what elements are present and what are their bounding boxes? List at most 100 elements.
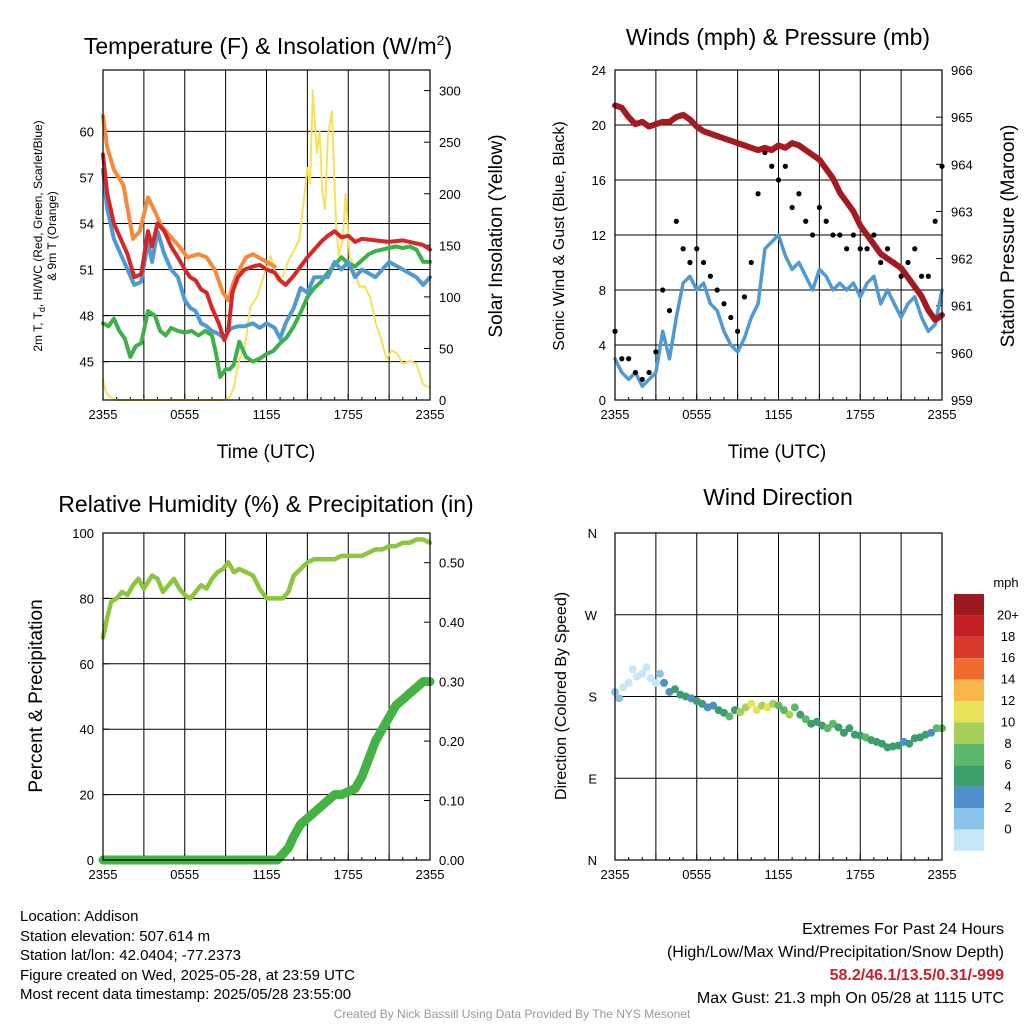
gust-point bbox=[755, 191, 761, 197]
wind-title: Winds (mph) & Pressure (mb) bbox=[626, 24, 930, 50]
temp-ylabel-2: & 9m T (Orange) bbox=[45, 191, 59, 281]
direction-point bbox=[747, 699, 756, 708]
gust-point bbox=[789, 204, 795, 211]
wind-y2tick-label: 963 bbox=[951, 204, 973, 219]
wind-y2tick-label: 962 bbox=[951, 252, 973, 267]
wind-ytick-label: 0 bbox=[599, 393, 606, 408]
gust-point bbox=[741, 294, 748, 300]
dir-xtick-label: 1755 bbox=[846, 867, 875, 882]
direction-point bbox=[839, 728, 848, 737]
wind-ytick-label: 20 bbox=[592, 118, 606, 133]
gust-point bbox=[844, 246, 850, 252]
direction-point bbox=[642, 663, 651, 672]
gust-point bbox=[666, 308, 673, 314]
direction-point bbox=[845, 724, 854, 733]
colorbar-unit: mph bbox=[993, 575, 1018, 590]
gust-point bbox=[707, 273, 713, 279]
gust-point bbox=[837, 232, 843, 238]
temp-series-line bbox=[102, 89, 431, 401]
temp-xtick-label: 0555 bbox=[170, 407, 199, 422]
dir-border bbox=[614, 532, 943, 861]
direction-point bbox=[619, 683, 628, 692]
gust-point bbox=[864, 246, 870, 252]
wind-xtick-label: 2355 bbox=[601, 407, 630, 422]
direction-point bbox=[905, 739, 914, 748]
gust-point bbox=[871, 232, 877, 238]
rh-panel: 2355 0555 1155 1755 23550204060801000.000.10… bbox=[72, 526, 464, 882]
extremes-values: 58.2/46.1/13.5/0.31/-999 bbox=[829, 967, 1004, 984]
gust-point bbox=[728, 314, 734, 321]
gust-point bbox=[714, 287, 720, 293]
colorbar-swatch bbox=[954, 658, 984, 680]
temp-ytick-label: 45 bbox=[80, 355, 94, 370]
wind-xtick-label: 2355 bbox=[928, 407, 957, 422]
colorbar-swatch bbox=[954, 829, 984, 851]
direction-point bbox=[790, 703, 799, 712]
temp-y2tick-label: 50 bbox=[439, 341, 453, 356]
direction-point bbox=[628, 665, 637, 674]
gust-point bbox=[925, 273, 931, 279]
temp-y2tick-label: 100 bbox=[439, 290, 461, 305]
gust-point bbox=[748, 259, 754, 266]
colorbar-label: 16 bbox=[1001, 650, 1015, 665]
gust-point bbox=[803, 218, 809, 224]
colorbar-label: 20+ bbox=[997, 607, 1019, 622]
dir-panel: 2355 0555 1155 1755 2355 N E S W N bbox=[585, 526, 957, 882]
rh-ytick-label: 60 bbox=[80, 657, 94, 672]
direction-point bbox=[725, 712, 734, 721]
gust-point bbox=[816, 204, 822, 211]
wind-ytick-label: 12 bbox=[592, 228, 606, 243]
colorbar-swatch bbox=[954, 679, 984, 701]
wind-ytick-label: 16 bbox=[592, 173, 606, 188]
direction-point bbox=[823, 724, 832, 733]
temp-xtick-label: 2355 bbox=[89, 407, 118, 422]
temp-y2tick-label: 0 bbox=[439, 393, 446, 408]
footer-credit: Created By Nick Bassill Using Data Provi… bbox=[333, 1007, 691, 1021]
wind-border bbox=[614, 69, 943, 401]
direction-point bbox=[779, 706, 788, 715]
direction-point bbox=[660, 678, 669, 687]
gust-point bbox=[632, 369, 639, 376]
extremes-box: Extremes For Past 24 Hours (High/Low/Max… bbox=[667, 918, 1004, 1010]
rh-ytick-label: 80 bbox=[80, 591, 94, 606]
colorbar-swatch bbox=[954, 636, 984, 659]
extremes-heading: Extremes For Past 24 Hours bbox=[802, 921, 1004, 938]
wind-xtick-label: 1155 bbox=[765, 407, 793, 422]
gust-point bbox=[687, 259, 693, 266]
wind-speed-line bbox=[613, 233, 944, 389]
colorbar-swatch bbox=[954, 808, 984, 830]
extremes-subheading: (High/Low/Max Wind/Precipitation/Snow De… bbox=[666, 944, 1004, 961]
wind-panel: 2355 0555 1155 1755 235504812162024959960961… bbox=[592, 63, 973, 422]
gust-point bbox=[905, 259, 911, 266]
rh-y2tick-label: 0.20 bbox=[439, 734, 464, 749]
wind-y2tick-label: 959 bbox=[951, 393, 973, 408]
dir-xtick-label: 1155 bbox=[765, 867, 793, 882]
colorbar: 20+ 18 16 14 12 10 8 6 4 2 0 bbox=[954, 594, 1019, 851]
temp-xlabel: Time (UTC) bbox=[217, 442, 316, 463]
dir-ytick-label: N bbox=[588, 853, 597, 868]
temp-y2tick-label: 200 bbox=[439, 187, 461, 202]
temp-series-line bbox=[101, 114, 277, 303]
temp-xtick-label: 2355 bbox=[416, 407, 445, 422]
gust-point bbox=[694, 246, 700, 252]
direction-point bbox=[655, 669, 664, 678]
direction-point bbox=[796, 710, 805, 719]
colorbar-label: 8 bbox=[1004, 736, 1011, 751]
temp-ytick-label: 48 bbox=[80, 309, 94, 324]
dir-xtick-label: 2355 bbox=[601, 867, 630, 882]
dir-xtick-label: 0555 bbox=[682, 867, 711, 882]
dir-ylabel: Direction (Colored By Speed) bbox=[553, 592, 570, 800]
gust-point bbox=[735, 328, 741, 334]
gust-point bbox=[619, 356, 625, 362]
direction-point bbox=[927, 728, 936, 737]
rh-border bbox=[102, 532, 431, 861]
wind-xlabel: Time (UTC) bbox=[728, 442, 827, 463]
direction-point bbox=[670, 685, 679, 694]
rh-ytick-label: 100 bbox=[72, 526, 94, 541]
wind-xtick-label: 0555 bbox=[682, 407, 711, 422]
pressure-line bbox=[612, 102, 945, 323]
direction-point bbox=[774, 701, 783, 710]
direction-point bbox=[615, 694, 624, 703]
rh-y2tick-label: 0.00 bbox=[439, 853, 464, 868]
temp-ytick-label: 60 bbox=[80, 124, 94, 139]
